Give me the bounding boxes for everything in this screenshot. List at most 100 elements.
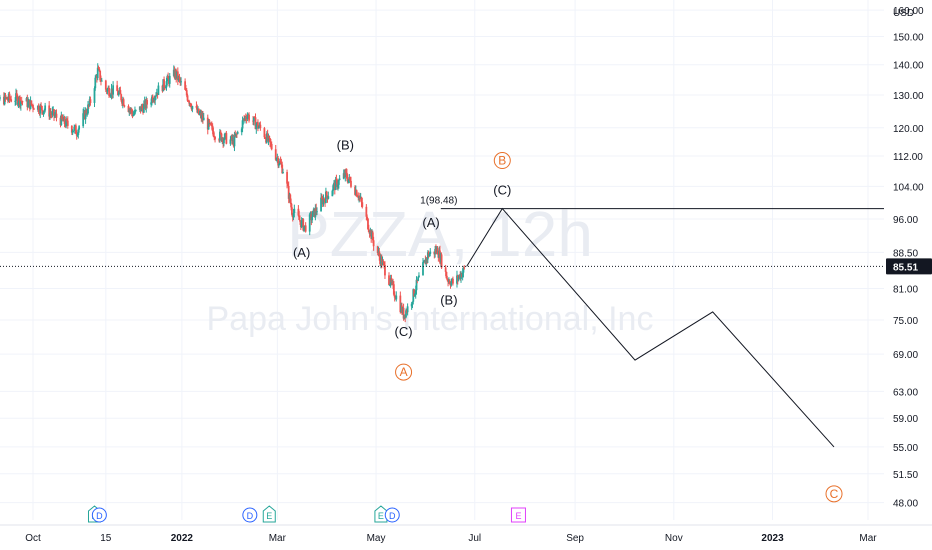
- candle-body: [274, 149, 277, 160]
- candle-body: [100, 80, 103, 82]
- time-tick-label: Oct: [25, 533, 41, 544]
- earnings-icon: [262, 505, 276, 523]
- candle-body: [304, 225, 307, 232]
- candle-body: [17, 102, 20, 105]
- candle-body: [303, 226, 305, 231]
- candle-body: [291, 207, 293, 215]
- price-tick-label: 69.00: [893, 350, 918, 361]
- candle-body: [349, 176, 352, 181]
- last-price-label: 85.51: [893, 262, 918, 273]
- candle-body: [134, 109, 137, 111]
- wave-label: (C): [493, 183, 511, 198]
- candle-body: [106, 88, 109, 92]
- candle-body: [299, 220, 301, 222]
- candle-body: [219, 131, 222, 134]
- candle-body: [327, 196, 330, 199]
- candle-body: [338, 178, 341, 180]
- candle-body: [19, 101, 22, 106]
- candle-body: [367, 218, 369, 230]
- candle-body: [402, 307, 405, 319]
- candle-body: [278, 164, 280, 166]
- candle-body: [223, 133, 226, 140]
- candle-body: [355, 190, 358, 197]
- candle-body: [425, 257, 428, 265]
- candle-body: [422, 262, 424, 276]
- event-letter: D: [247, 511, 254, 521]
- drawings: 1(98.48) (A) (B) (C) A (A) (B) (C) B C: [0, 137, 884, 503]
- time-tick-label: 2023: [761, 533, 784, 544]
- candle-body: [371, 232, 374, 241]
- candle-body: [413, 293, 416, 296]
- candle-body: [399, 295, 402, 313]
- candle-body: [315, 207, 318, 212]
- time-tick-label: Mar: [269, 533, 287, 544]
- candle-body: [320, 197, 322, 212]
- candle-body: [235, 133, 238, 135]
- candle-body: [395, 295, 398, 300]
- candle-body: [462, 267, 465, 273]
- price-tick-label: 120.00: [893, 124, 924, 135]
- candle-body: [316, 211, 318, 213]
- candle-body: [108, 95, 111, 97]
- candle-body: [336, 179, 339, 188]
- candle-body: [165, 81, 168, 88]
- candle-body: [141, 105, 144, 108]
- candle-body: [440, 254, 443, 268]
- candle-body: [279, 161, 282, 163]
- candle-body: [223, 139, 225, 144]
- candle-body: [244, 116, 247, 119]
- candle-body: [198, 113, 201, 115]
- wave-label: (A): [422, 215, 439, 230]
- candle-body: [30, 100, 33, 105]
- dividend-icon: [242, 507, 258, 523]
- earnings-upcoming-icon: [510, 507, 526, 523]
- candle-body: [388, 275, 390, 285]
- candle-body: [252, 116, 255, 122]
- candle-body: [163, 79, 165, 88]
- candle-body: [255, 124, 258, 130]
- candle-body: [413, 289, 415, 296]
- event-letter: E: [266, 511, 272, 521]
- candle-body: [78, 126, 81, 130]
- candle-body: [212, 131, 215, 137]
- dividend-icon: [384, 507, 400, 523]
- price-tick-label: 48.00: [893, 499, 918, 510]
- candle-body: [300, 220, 303, 228]
- candle-body: [417, 277, 420, 281]
- wave-label-primary: C: [830, 487, 839, 501]
- candle-body: [372, 240, 375, 247]
- last-price-tag: [886, 258, 932, 275]
- candle-body: [446, 278, 449, 281]
- price-tick-label: 55.00: [893, 443, 918, 454]
- candle-body: [428, 254, 431, 257]
- candle-body: [286, 172, 288, 184]
- candle-body: [448, 280, 451, 284]
- watermark-name: Papa John's International, Inc: [207, 300, 654, 338]
- candle-body: [410, 303, 413, 307]
- candle-body: [323, 198, 326, 200]
- candle-body: [154, 96, 157, 101]
- candle-body: [254, 117, 257, 130]
- candle-body: [60, 114, 63, 126]
- candle-body: [297, 208, 300, 216]
- candle-body: [98, 68, 101, 71]
- wave-label: (A): [293, 245, 310, 260]
- candle-body: [229, 139, 232, 144]
- price-tick-label: 140.00: [893, 61, 924, 72]
- candle-body: [361, 202, 364, 207]
- candle-body: [322, 198, 325, 205]
- candle-body: [132, 114, 135, 117]
- candle-body: [85, 110, 88, 114]
- candle-body: [360, 197, 363, 203]
- candle-body: [191, 106, 194, 110]
- candle-body: [155, 95, 157, 97]
- candle-body: [312, 210, 314, 217]
- candle-body: [122, 99, 125, 106]
- candle-body: [133, 113, 136, 115]
- candle-body: [179, 78, 182, 82]
- candle-body: [347, 179, 350, 183]
- candle-body: [257, 127, 260, 129]
- price-tick-label: 81.00: [893, 285, 918, 296]
